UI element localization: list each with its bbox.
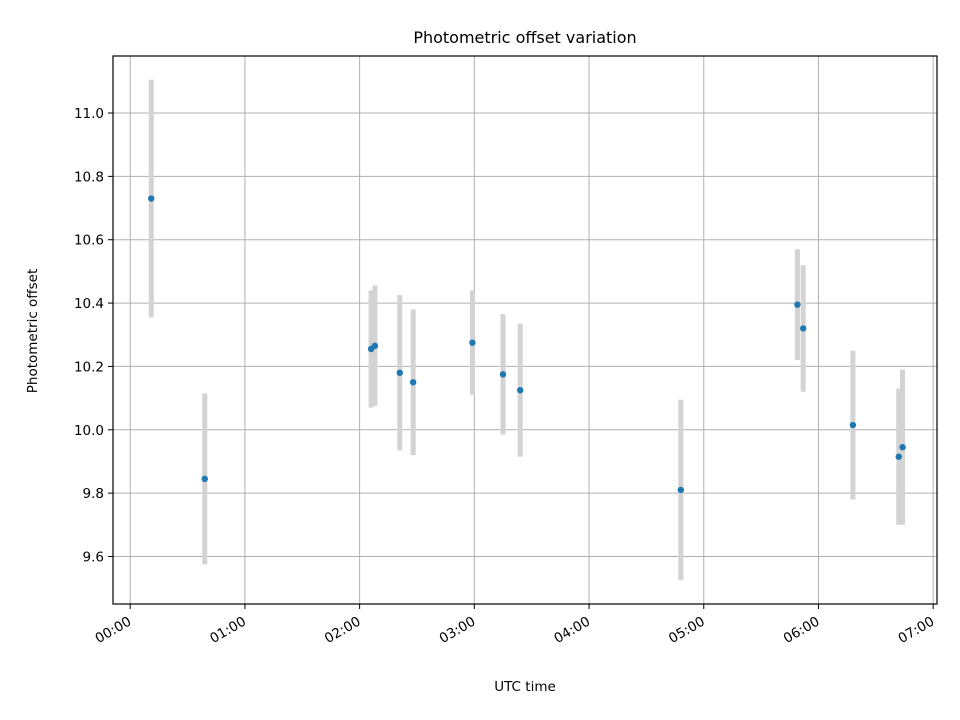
data-point [371, 342, 379, 350]
y-tick-label: 11.0 [74, 106, 104, 122]
data-point [148, 195, 155, 202]
chart-title: Photometric offset variation [413, 28, 636, 47]
data-point [677, 486, 685, 494]
y-tick-label: 10.2 [74, 359, 104, 375]
data-point [899, 444, 906, 451]
y-tick-label: 10.8 [74, 169, 104, 185]
data-point [396, 369, 403, 376]
data-points [148, 195, 906, 494]
y-axis-label: Photometric offset [25, 269, 41, 393]
data-point [799, 325, 807, 332]
y-tick-label: 10.4 [74, 296, 104, 312]
data-point [794, 301, 801, 308]
data-point [517, 386, 524, 394]
y-tick-label: 10.6 [74, 233, 104, 249]
data-point [849, 421, 857, 429]
y-tick-label: 9.8 [83, 486, 104, 502]
data-point [469, 339, 476, 346]
data-point [409, 379, 417, 386]
x-axis-label: UTC time [494, 679, 556, 695]
y-tick-label: 9.6 [83, 549, 104, 565]
data-point [499, 371, 507, 378]
y-tick-label: 10.0 [74, 423, 104, 439]
y-axis: 9.6 9.8 10.0 10.2 10.4 10.6 10.8 11.0 [74, 106, 113, 565]
plot-frame [112, 55, 938, 605]
data-point [201, 475, 208, 483]
data-point [895, 453, 902, 460]
